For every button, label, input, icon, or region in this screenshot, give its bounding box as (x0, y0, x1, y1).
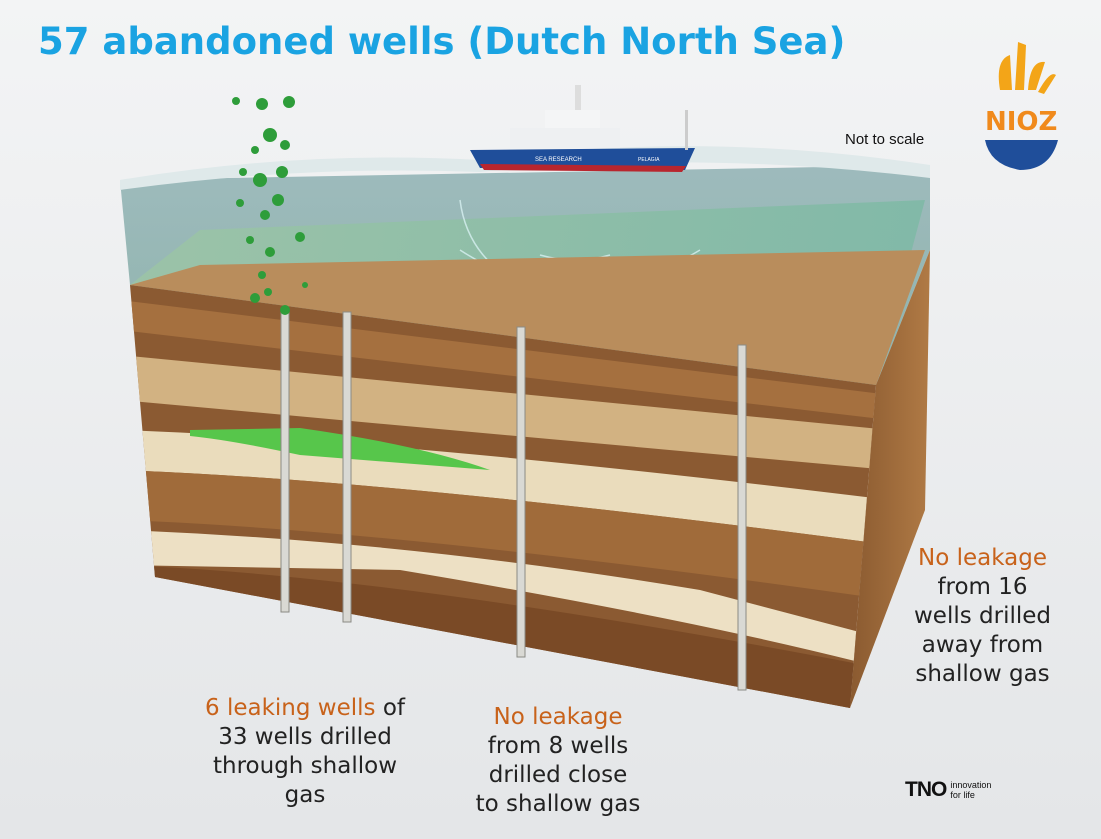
annotation-heading: 6 leaking wells of (170, 694, 440, 723)
tno-tagline: innovation for life (950, 780, 991, 800)
gas-bubbles-part (256, 98, 268, 110)
annotation: No leakage from 8 wells drilled close to sh… (440, 703, 676, 819)
gas-bubbles-part (251, 146, 259, 154)
highlight: 6 leaking wells (205, 695, 376, 721)
gas-bubbles-part (302, 282, 308, 288)
research-vessel-part (575, 85, 581, 110)
annotation-text: of (382, 695, 405, 721)
highlight: No leakage (918, 545, 1047, 571)
annotation-line: drilled close (488, 762, 628, 788)
gas-bubbles-part (258, 271, 266, 279)
research-vessel-part (685, 110, 688, 150)
annotation-heading: No leakage (885, 544, 1080, 573)
wells-part (516, 326, 526, 658)
gas-bubbles-part (264, 288, 272, 296)
tagline-line: innovation (950, 780, 992, 790)
highlight: No leakage (493, 704, 623, 730)
strata-part (130, 430, 876, 545)
gas-bubbles-part (250, 293, 260, 303)
annotation: No leakage from 16 wells drilled away from s… (885, 544, 1080, 689)
gas-bubbles-part (246, 236, 254, 244)
ship-label: PELAGIA (638, 157, 660, 163)
gas-bubbles-part (260, 210, 270, 220)
wells-part (280, 311, 290, 613)
strata-part (130, 470, 876, 600)
tagline-line: for life (950, 790, 975, 800)
gas-bubbles-part (276, 166, 288, 178)
gas-bubbles-part (265, 247, 275, 257)
gas-bubbles-part (253, 173, 267, 187)
annotation-line: from 8 wells (487, 733, 629, 759)
research-vessel-part (510, 128, 620, 148)
nioz-logo-part (1015, 42, 1026, 90)
nioz-logo-part (1028, 61, 1045, 90)
annotation-line: 33 wells drilled (218, 724, 392, 750)
gas-bubbles-part (263, 128, 277, 142)
nioz-text: NIOZ (985, 107, 1057, 137)
gas-bubbles (232, 96, 308, 315)
ship-label: SEA RESEARCH (535, 157, 582, 163)
nioz-logo-part (985, 140, 1058, 170)
nioz-logo-part (1038, 74, 1056, 94)
annotation-line: from 16 (937, 574, 1028, 600)
nioz-logo-part (998, 55, 1012, 90)
wells-part (737, 344, 747, 691)
annotation: 6 leaking wells of 33 wells drilled throug… (170, 694, 440, 810)
gas-bubbles-part (272, 194, 284, 206)
scale-note: Not to scale (845, 131, 925, 148)
annotation-line: through shallow (213, 753, 397, 779)
research-vessel-part (480, 164, 686, 172)
annotation-heading: No leakage (440, 703, 676, 732)
annotation-line: gas (284, 782, 326, 808)
annotation-line: away from (921, 632, 1044, 658)
tno-mark: TNO (905, 778, 947, 801)
water-body-part (120, 146, 930, 190)
annotation-line: wells drilled (913, 603, 1051, 629)
block-side (850, 250, 930, 708)
gas-bubbles-part (295, 232, 305, 242)
strata-part (190, 428, 490, 470)
wells (280, 311, 747, 691)
strata-part (130, 300, 876, 420)
sediment-top (130, 250, 925, 385)
nioz-logo: NIOZ (985, 42, 1058, 170)
research-vessel-part (545, 110, 600, 128)
strata-part (130, 530, 876, 670)
tno-logo: TNO innovation for life (905, 778, 991, 802)
title: 57 abandoned wells (Dutch North Sea) (38, 20, 846, 63)
annotation-line: shallow gas (915, 661, 1050, 687)
wells-part (342, 311, 352, 623)
gas-bubbles-part (280, 140, 290, 150)
gas-bubbles-part (232, 97, 240, 105)
gas-bubbles-part (239, 168, 247, 176)
gas-bubbles-part (236, 199, 244, 207)
gas-bubbles-part (280, 305, 290, 315)
gas-bubbles-part (283, 96, 295, 108)
strata-part (130, 355, 876, 470)
research-vessel: SEA RESEARCH PELAGIA (470, 85, 695, 172)
annotation-line: to shallow gas (475, 791, 641, 817)
